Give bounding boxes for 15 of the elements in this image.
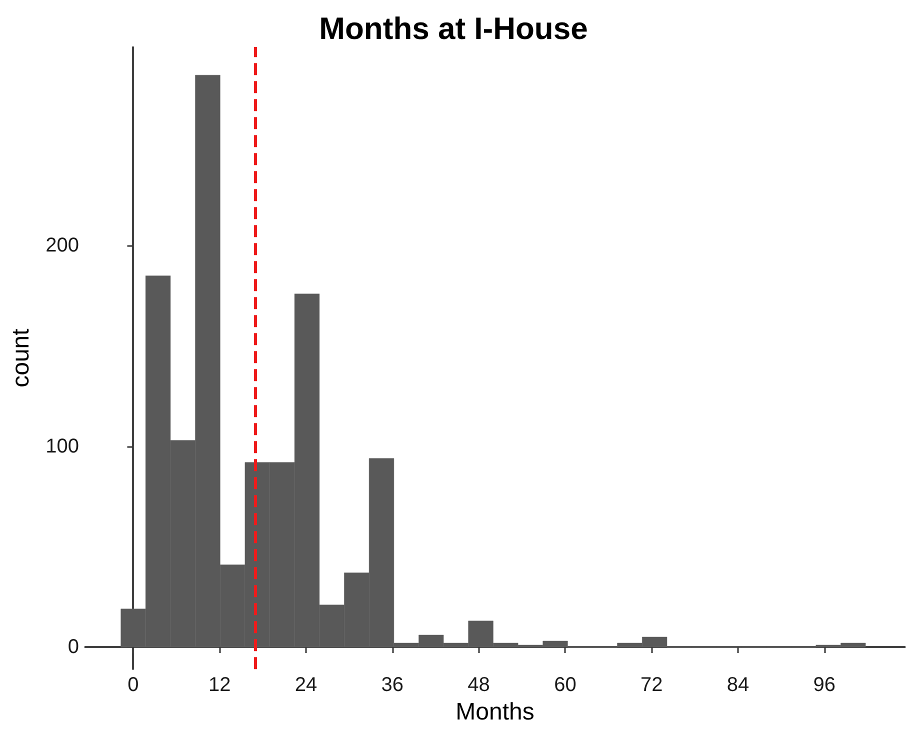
x-tick-label: 0 [128,674,139,696]
y-axis-title: count [8,328,34,388]
x-tick-label: 48 [468,674,490,696]
y-tick-label: 0 [68,636,79,658]
x-axis-title: Months [456,698,534,726]
x-tick-label: 96 [813,674,836,696]
y-tick-label: 200 [46,234,79,257]
x-tick-label: 12 [208,674,231,696]
x-tick-label: 24 [294,674,318,696]
y-tick-label: 100 [46,435,79,458]
chart-title: Months at I-House [319,11,588,46]
x-tick-label: 60 [554,674,576,696]
x-tick-label: 72 [640,674,663,696]
x-tick-label: 36 [381,674,404,696]
x-tick-label: 84 [726,674,750,696]
